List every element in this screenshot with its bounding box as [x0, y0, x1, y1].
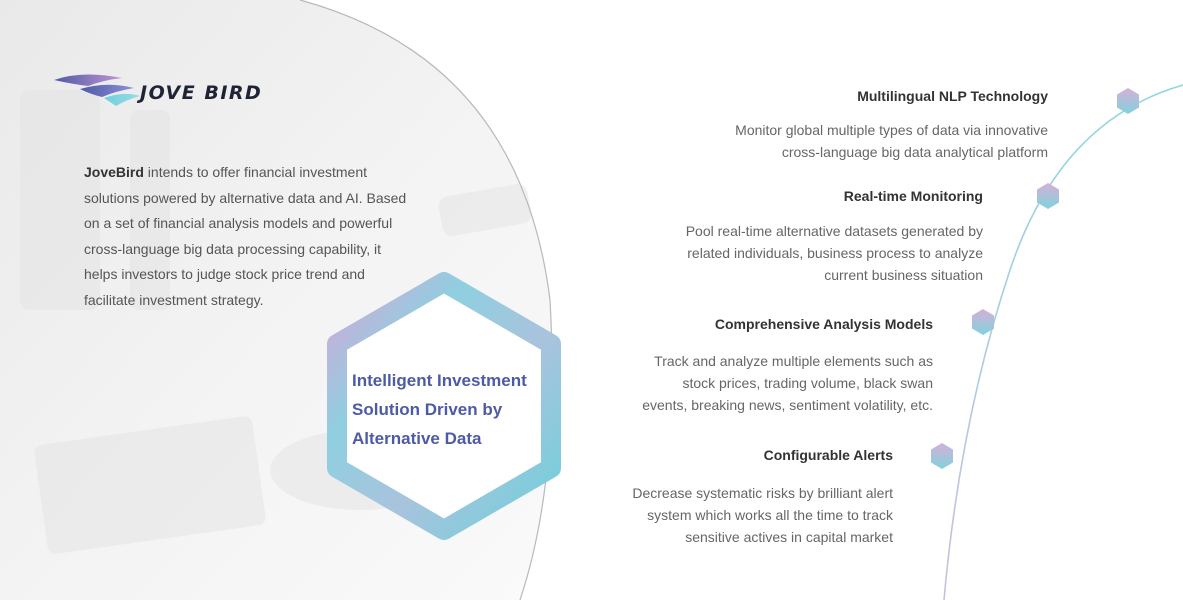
feature-desc-line: stock prices, trading volume, black swan	[682, 375, 933, 391]
bird-wing-logo-icon	[54, 74, 140, 106]
feature-desc-line: Pool real-time alternative datasets gene…	[685, 223, 983, 239]
feature-title: Real-time Monitoring	[843, 188, 983, 204]
feature-desc-line: current business situation	[824, 267, 983, 283]
feature-title: Multilingual NLP Technology	[857, 88, 1048, 104]
feature-analysis-models: Comprehensive Analysis Models Track and …	[642, 315, 933, 416]
feature-desc-line: related individuals, business process to…	[687, 245, 983, 261]
hero-hexagon-icon	[327, 272, 561, 540]
hero-headline: Intelligent Investment Solution Driven b…	[352, 366, 552, 453]
feature-desc-line: system which works all the time to track	[647, 507, 893, 523]
hero-line: Intelligent Investment	[352, 371, 527, 390]
feature-title: Comprehensive Analysis Models	[714, 316, 933, 332]
feature-configurable-alerts: Configurable Alerts Decrease systematic …	[632, 446, 893, 548]
intro-paragraph: JoveBird intends to offer financial inve…	[84, 160, 414, 313]
feature-description: Decrease systematic risks by brilliant a…	[632, 482, 893, 548]
logo-wordmark: JOVE BIRD	[140, 82, 263, 104]
hexagon-icon	[1117, 88, 1139, 114]
hexagon-icon	[972, 309, 994, 335]
feature-description: Monitor global multiple types of data vi…	[735, 119, 1048, 163]
feature-title: Configurable Alerts	[763, 447, 893, 463]
hero-line: Solution Driven by	[352, 400, 503, 419]
feature-multilingual-nlp: Multilingual NLP Technology Monitor glob…	[735, 87, 1048, 163]
feature-desc-line: cross-language big data analytical platf…	[781, 144, 1048, 160]
brand-name: JoveBird	[84, 164, 144, 180]
timeline-markers	[931, 88, 1139, 469]
feature-realtime-monitoring: Real-time Monitoring Pool real-time alte…	[686, 187, 983, 286]
feature-desc-line: Monitor global multiple types of data vi…	[735, 122, 1048, 138]
feature-desc-line: Track and analyze multiple elements such…	[654, 353, 933, 369]
hexagon-icon	[931, 443, 953, 469]
feature-desc-line: sensitive actives in capital market	[685, 529, 893, 545]
hexagon-icon	[1037, 183, 1059, 209]
timeline-curve	[943, 84, 1183, 600]
feature-desc-line: events, breaking news, sentiment volatil…	[642, 397, 933, 413]
feature-description: Track and analyze multiple elements such…	[642, 350, 933, 416]
feature-desc-line: Decrease systematic risks by brilliant a…	[632, 485, 893, 501]
intro-text: intends to offer financial investment so…	[84, 164, 407, 308]
photo-arc	[299, 0, 553, 600]
hero-line: Alternative Data	[352, 429, 482, 448]
feature-description: Pool real-time alternative datasets gene…	[686, 220, 983, 286]
